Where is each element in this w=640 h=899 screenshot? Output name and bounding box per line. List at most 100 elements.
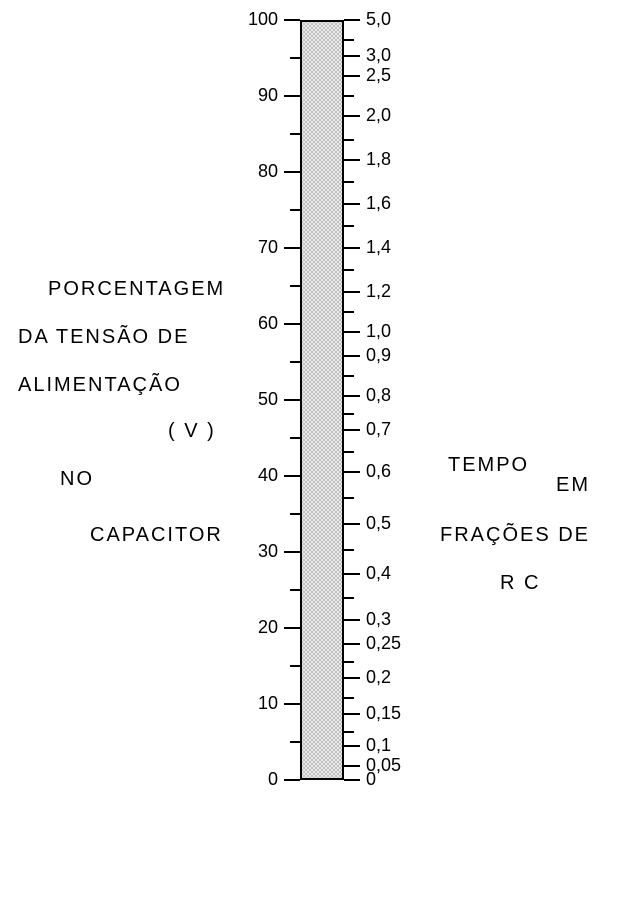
right-tick-major bbox=[344, 55, 360, 57]
left-tick-minor bbox=[290, 285, 300, 287]
left-tick-major bbox=[284, 475, 300, 477]
left-tick-minor bbox=[290, 589, 300, 591]
left-tick-minor bbox=[290, 361, 300, 363]
right-tick-label: 0,3 bbox=[366, 609, 391, 630]
right-tick-major bbox=[344, 471, 360, 473]
right-tick-minor bbox=[344, 549, 354, 551]
left-tick-major bbox=[284, 703, 300, 705]
center-scale-bar bbox=[300, 20, 344, 780]
right-title-line: FRAÇÕES DE bbox=[440, 524, 590, 547]
right-tick-label: 0,8 bbox=[366, 385, 391, 406]
right-tick-major bbox=[344, 75, 360, 77]
left-tick-minor bbox=[290, 133, 300, 135]
left-tick-minor bbox=[290, 741, 300, 743]
right-tick-major bbox=[344, 713, 360, 715]
right-tick-minor bbox=[344, 181, 354, 183]
left-title-line: CAPACITOR bbox=[90, 524, 223, 547]
right-tick-minor bbox=[344, 451, 354, 453]
right-tick-major bbox=[344, 291, 360, 293]
right-tick-major bbox=[344, 779, 360, 781]
right-tick-minor bbox=[344, 269, 354, 271]
right-tick-minor bbox=[344, 697, 354, 699]
right-tick-major bbox=[344, 573, 360, 575]
right-tick-label: 2,0 bbox=[366, 105, 391, 126]
left-tick-label: 30 bbox=[258, 541, 278, 562]
right-tick-minor bbox=[344, 139, 354, 141]
right-tick-label: 0 bbox=[366, 769, 376, 790]
right-tick-minor bbox=[344, 39, 354, 41]
right-tick-label: 1,6 bbox=[366, 193, 391, 214]
right-tick-minor bbox=[344, 311, 354, 313]
right-tick-label: 1,2 bbox=[366, 281, 391, 302]
right-tick-minor bbox=[344, 95, 354, 97]
right-tick-label: 0,1 bbox=[366, 735, 391, 756]
right-tick-minor bbox=[344, 731, 354, 733]
left-tick-minor bbox=[290, 209, 300, 211]
right-tick-major bbox=[344, 643, 360, 645]
right-tick-minor bbox=[344, 413, 354, 415]
right-title-line: R C bbox=[500, 572, 540, 595]
left-tick-label: 90 bbox=[258, 85, 278, 106]
right-tick-major bbox=[344, 247, 360, 249]
right-tick-label: 0,25 bbox=[366, 633, 401, 654]
left-title-line: NO bbox=[60, 468, 94, 491]
left-tick-major bbox=[284, 779, 300, 781]
left-tick-minor bbox=[290, 437, 300, 439]
left-tick-label: 10 bbox=[258, 693, 278, 714]
right-tick-major bbox=[344, 619, 360, 621]
left-title-line: PORCENTAGEM bbox=[48, 278, 225, 301]
left-title-line: ( V ) bbox=[168, 420, 216, 443]
right-tick-major bbox=[344, 19, 360, 21]
right-tick-major bbox=[344, 765, 360, 767]
right-tick-major bbox=[344, 523, 360, 525]
right-tick-label: 0,15 bbox=[366, 703, 401, 724]
right-tick-label: 0,2 bbox=[366, 667, 391, 688]
left-title-line: ALIMENTAÇÃO bbox=[18, 374, 182, 397]
right-tick-label: 0,7 bbox=[366, 419, 391, 440]
left-tick-major bbox=[284, 627, 300, 629]
right-tick-label: 0,6 bbox=[366, 461, 391, 482]
right-tick-major bbox=[344, 203, 360, 205]
right-tick-minor bbox=[344, 375, 354, 377]
left-tick-major bbox=[284, 551, 300, 553]
left-tick-major bbox=[284, 399, 300, 401]
right-tick-minor bbox=[344, 225, 354, 227]
left-tick-label: 80 bbox=[258, 161, 278, 182]
right-tick-minor bbox=[344, 497, 354, 499]
left-tick-major bbox=[284, 19, 300, 21]
right-tick-minor bbox=[344, 597, 354, 599]
left-tick-minor bbox=[290, 57, 300, 59]
left-title-line: DA TENSÃO DE bbox=[18, 326, 189, 349]
right-tick-major bbox=[344, 677, 360, 679]
left-tick-minor bbox=[290, 513, 300, 515]
left-tick-label: 60 bbox=[258, 313, 278, 334]
right-tick-label: 0,4 bbox=[366, 563, 391, 584]
right-tick-label: 5,0 bbox=[366, 9, 391, 30]
right-title-line: EM bbox=[556, 474, 590, 497]
left-tick-minor bbox=[290, 665, 300, 667]
right-tick-major bbox=[344, 355, 360, 357]
right-title-line: TEMPO bbox=[448, 454, 529, 477]
right-tick-major bbox=[344, 395, 360, 397]
left-tick-label: 0 bbox=[268, 769, 278, 790]
right-tick-label: 2,5 bbox=[366, 65, 391, 86]
left-tick-label: 20 bbox=[258, 617, 278, 638]
left-tick-major bbox=[284, 323, 300, 325]
left-tick-label: 50 bbox=[258, 389, 278, 410]
nomogram-page: 1009080706050403020100 5,03,02,52,01,81,… bbox=[0, 0, 640, 899]
right-tick-major bbox=[344, 429, 360, 431]
right-tick-label: 1,0 bbox=[366, 321, 391, 342]
right-tick-major bbox=[344, 745, 360, 747]
right-tick-major bbox=[344, 115, 360, 117]
left-tick-major bbox=[284, 95, 300, 97]
right-tick-major bbox=[344, 331, 360, 333]
right-tick-label: 3,0 bbox=[366, 45, 391, 66]
left-tick-major bbox=[284, 247, 300, 249]
right-tick-label: 0,9 bbox=[366, 345, 391, 366]
right-tick-label: 1,4 bbox=[366, 237, 391, 258]
left-tick-label: 100 bbox=[248, 9, 278, 30]
right-tick-label: 0,5 bbox=[366, 513, 391, 534]
left-tick-label: 70 bbox=[258, 237, 278, 258]
right-tick-minor bbox=[344, 661, 354, 663]
right-tick-label: 1,8 bbox=[366, 149, 391, 170]
